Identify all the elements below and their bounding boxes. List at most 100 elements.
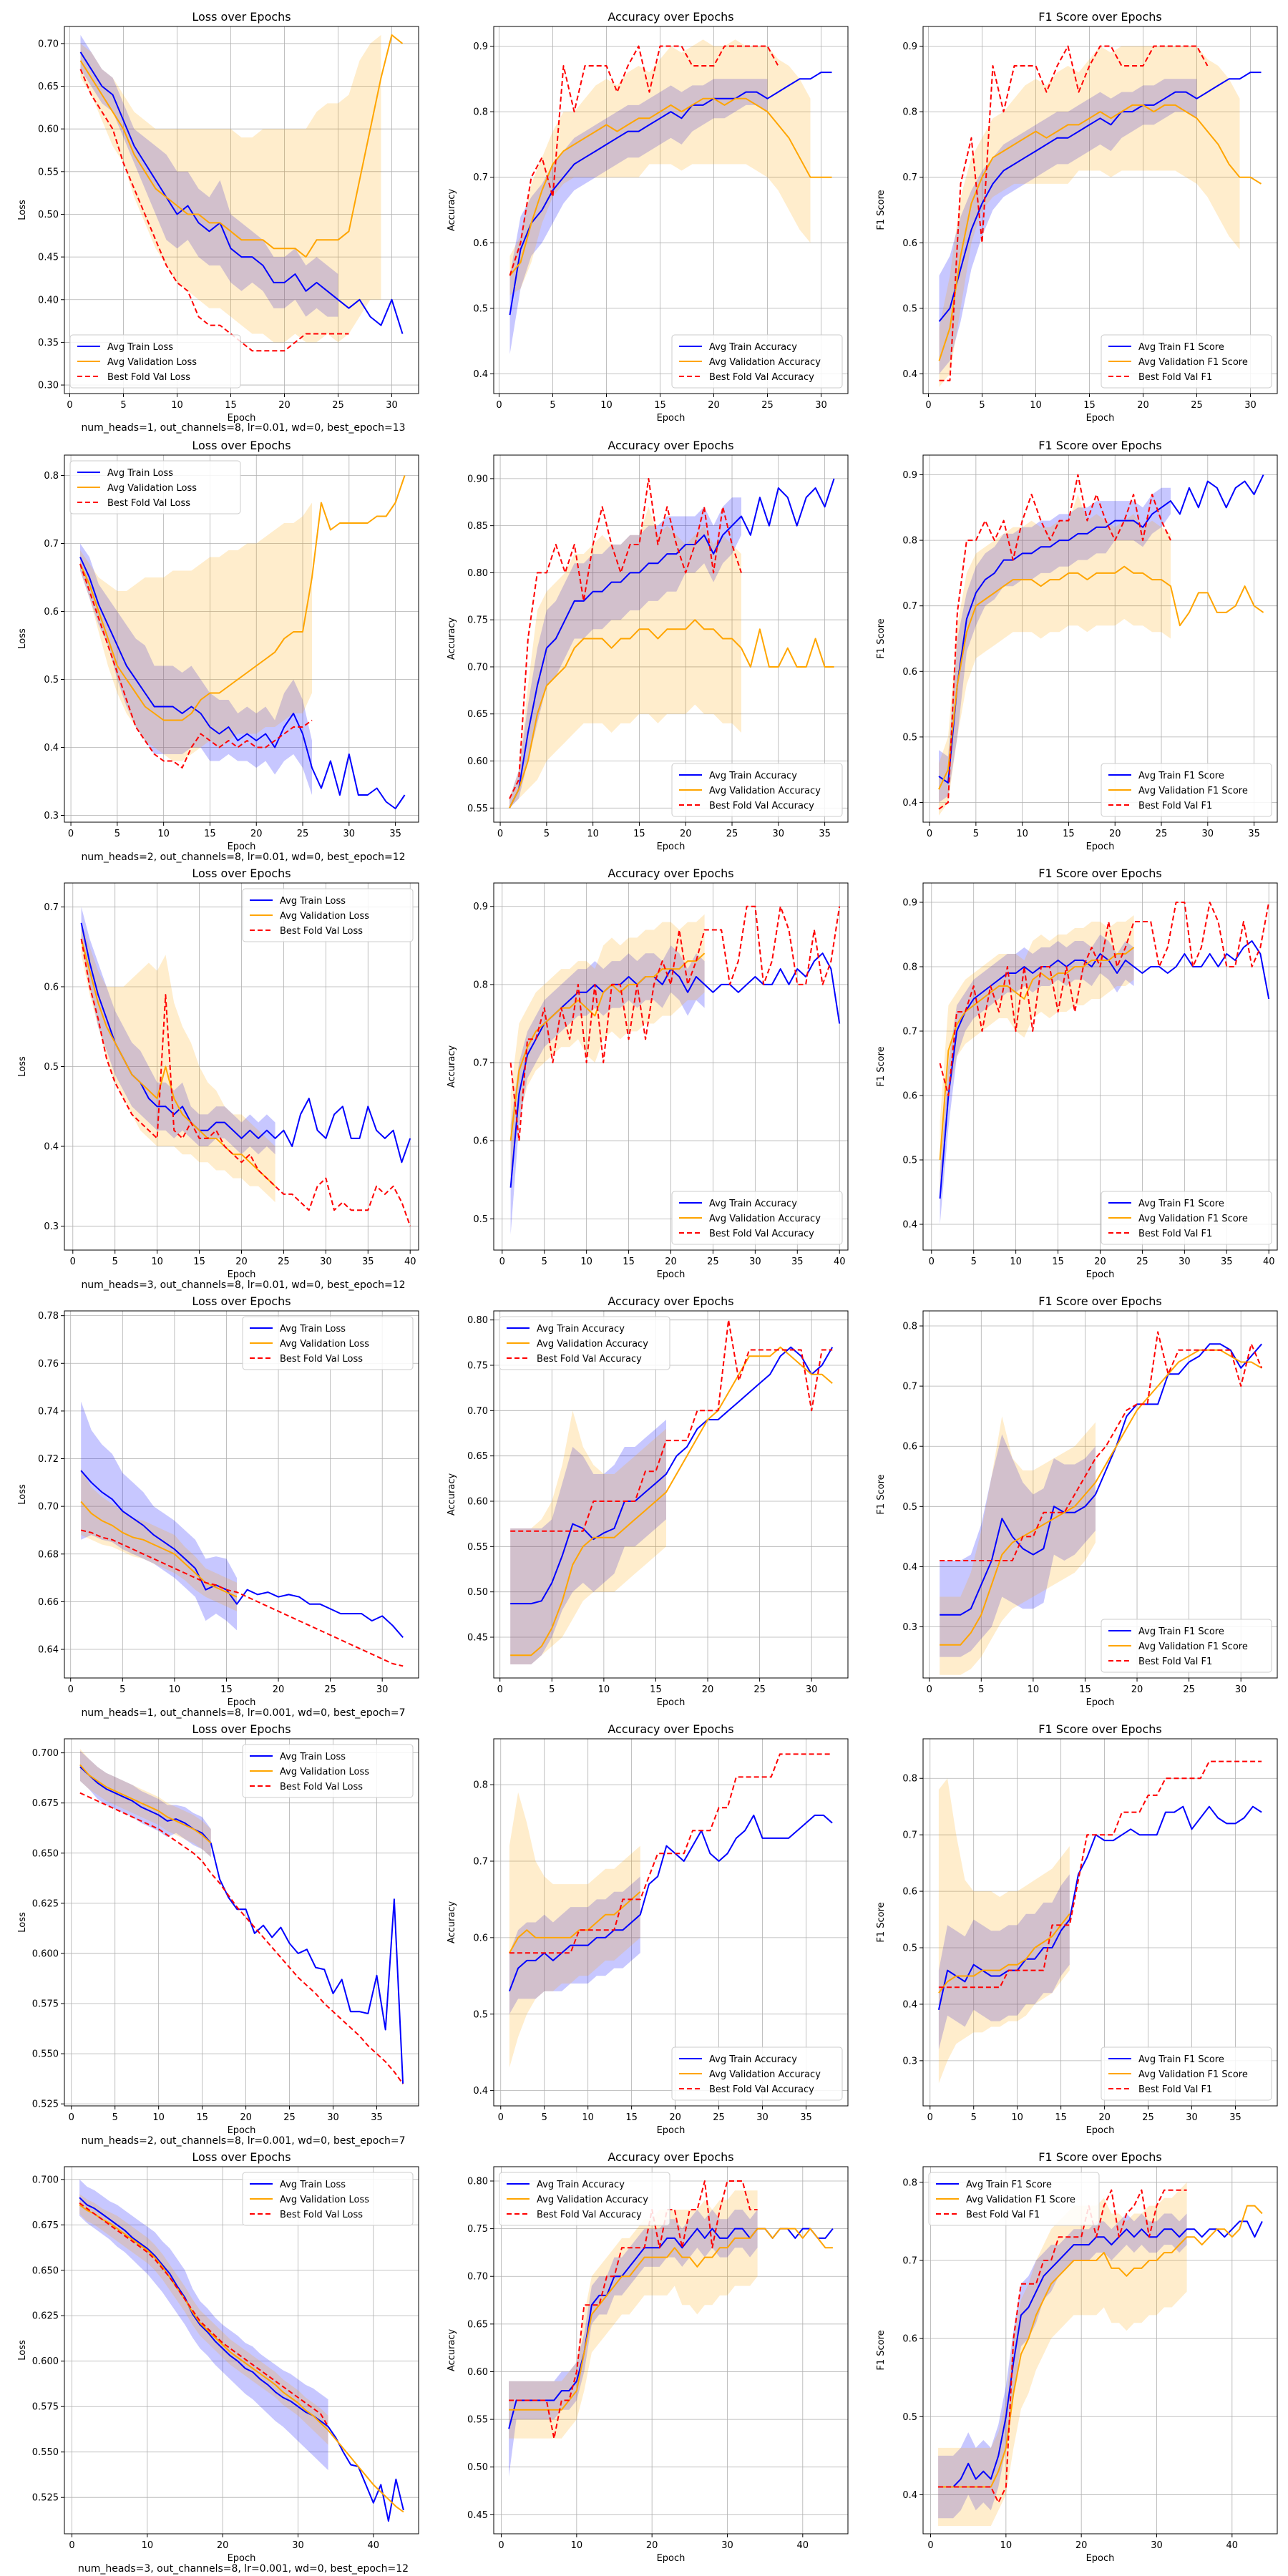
x-tick-label: 20 <box>669 2112 681 2123</box>
x-tick-label: 40 <box>368 2540 380 2551</box>
x-tick-label: 30 <box>376 1684 389 1695</box>
y-tick-label: 0.8 <box>902 1322 917 1332</box>
y-axis-label: Loss <box>17 628 28 649</box>
x-tick-label: 0 <box>929 1257 935 1267</box>
avg-train-line <box>938 72 1262 322</box>
y-tick-label: 0.550 <box>32 2447 59 2458</box>
y-tick-label: 0.70 <box>467 2272 488 2283</box>
best-fold-val-line <box>79 2202 329 2427</box>
val-fold-band <box>80 502 312 761</box>
x-tick-label: 40 <box>1263 1257 1275 1267</box>
legend-box <box>242 1316 414 1370</box>
train-fold-band <box>939 487 1171 803</box>
x-tick-label: 20 <box>665 1257 677 1267</box>
legend: Avg Train Accuracy Avg Validation Accurac… <box>671 763 843 817</box>
train-fold-band <box>79 1750 211 1858</box>
x-tick-label: 15 <box>654 400 666 411</box>
x-tick-label: 25 <box>713 2112 725 2123</box>
x-tick-label: 10 <box>142 2540 154 2551</box>
legend: Avg Train Loss Avg Validation Loss Best Fo… <box>242 2172 414 2226</box>
y-tick-label: 0.8 <box>902 962 917 973</box>
chart-title: Loss over Epochs <box>192 439 291 452</box>
plot-frame <box>64 1738 419 2107</box>
x-tick-label: 30 <box>292 2540 304 2551</box>
x-tick-label: 15 <box>1083 400 1096 411</box>
chart-panel-8: 0 5 10 15 20 25 30 35 40 0.5 0.6 0.7 0.8 0.9 Accuracy … <box>447 867 849 1280</box>
x-tick-label: 0 <box>927 2540 933 2551</box>
x-tick-label: 0 <box>499 1257 505 1267</box>
best-fold-val-line <box>939 45 1209 381</box>
y-axis-label: Accuracy <box>447 1045 457 1088</box>
x-tick-label: 25 <box>278 1257 290 1267</box>
x-tick-label: 15 <box>196 2112 208 2123</box>
y-axis-label: F1 Score <box>876 1474 887 1514</box>
y-tick-label: 0.6 <box>902 1887 917 1898</box>
x-tick-label: 20 <box>217 2540 229 2551</box>
y-tick-label: 0.9 <box>473 902 488 912</box>
x-axis-label: Epoch <box>228 2125 256 2136</box>
x-tick-label: 20 <box>1075 2540 1088 2551</box>
legend-label: Avg Validation Accuracy <box>709 1214 821 1224</box>
avg-val-line <box>79 34 404 258</box>
x-tick-label: 30 <box>1202 829 1214 839</box>
plot-frame <box>64 1310 419 1679</box>
y-axis-label: F1 Score <box>876 2330 887 2370</box>
x-tick-label: 10 <box>1010 1257 1022 1267</box>
y-tick-label: 0.68 <box>38 1549 59 1560</box>
x-axis-label: Epoch <box>657 1697 686 1708</box>
y-tick-label: 0.5 <box>902 1502 917 1513</box>
plot-frame <box>64 882 419 1251</box>
legend-label: Avg Validation F1 Score <box>1138 357 1248 368</box>
plot-frame <box>493 1738 849 2107</box>
train-fold-band <box>80 543 312 795</box>
best-fold-val-line <box>79 563 313 769</box>
x-axis-label: Epoch <box>657 413 686 424</box>
legend-box <box>1101 334 1272 389</box>
row-caption-2: num_heads=2, out_channels=8, lr=0.01, wd… <box>81 852 406 863</box>
x-tick-label: 35 <box>1229 2112 1241 2123</box>
y-tick-label: 0.650 <box>32 2265 59 2276</box>
plot-frame <box>922 1738 1278 2107</box>
avg-train-line <box>938 2220 1263 2488</box>
legend: Avg Train Loss Avg Validation Loss Best Fo… <box>242 1316 414 1370</box>
legend-label: Avg Train Loss <box>107 342 173 353</box>
legend-box <box>671 334 843 389</box>
y-axis-label: F1 Score <box>876 618 887 658</box>
x-tick-label: 25 <box>1183 1684 1195 1695</box>
legend: Avg Train F1 Score Avg Validation F1 Scor… <box>928 2172 1100 2226</box>
avg-train-line <box>940 1343 1262 1616</box>
legend: Avg Train Accuracy Avg Validation Accurac… <box>499 1316 670 1370</box>
legend-label: Avg Validation Accuracy <box>537 1339 648 1350</box>
x-tick-label: 30 <box>756 2112 769 2123</box>
y-tick-label: 0.65 <box>467 1451 488 1462</box>
y-tick-label: 0.50 <box>38 210 59 220</box>
legend-label: Avg Train Accuracy <box>537 1324 625 1335</box>
legend-label: Avg Train F1 Score <box>1138 2054 1224 2065</box>
legend-box <box>242 888 414 942</box>
avg-val-line <box>79 1764 212 1844</box>
y-tick-label: 0.4 <box>902 1220 917 1231</box>
x-tick-label: 30 <box>815 400 827 411</box>
y-tick-label: 0.70 <box>467 662 488 673</box>
legend-label: Avg Train F1 Score <box>1138 771 1224 781</box>
y-tick-label: 0.8 <box>44 471 59 482</box>
legend-box <box>671 2046 843 2101</box>
x-tick-label: 40 <box>404 1257 416 1267</box>
y-tick-label: 0.75 <box>467 1361 488 1372</box>
row-caption-1: num_heads=1, out_channels=8, lr=0.01, wd… <box>81 422 406 434</box>
x-tick-label: 10 <box>1011 2112 1023 2123</box>
x-tick-label: 5 <box>112 2112 118 2123</box>
legend-label: Best Fold Val Accuracy <box>709 2084 814 2095</box>
y-tick-label: 0.7 <box>473 1857 488 1868</box>
chart-panel-4: 0 5 10 15 20 25 30 35 0.3 0.4 0.5 0.6 0.7 0.8 Loss ove… <box>17 439 419 852</box>
x-tick-label: 10 <box>580 1257 592 1267</box>
plot-frame <box>922 454 1278 823</box>
chart-panel-7: 0 5 10 15 20 25 30 35 40 0.3 0.4 0.5 0.6 0.7 Loss over… <box>17 867 419 1280</box>
legend-box <box>499 1316 670 1370</box>
y-tick-label: 0.5 <box>473 1214 488 1225</box>
x-tick-label: 10 <box>171 400 183 411</box>
x-tick-label: 35 <box>362 1257 374 1267</box>
y-tick-label: 0.5 <box>902 303 917 314</box>
legend-label: Avg Validation Loss <box>280 1339 369 1350</box>
